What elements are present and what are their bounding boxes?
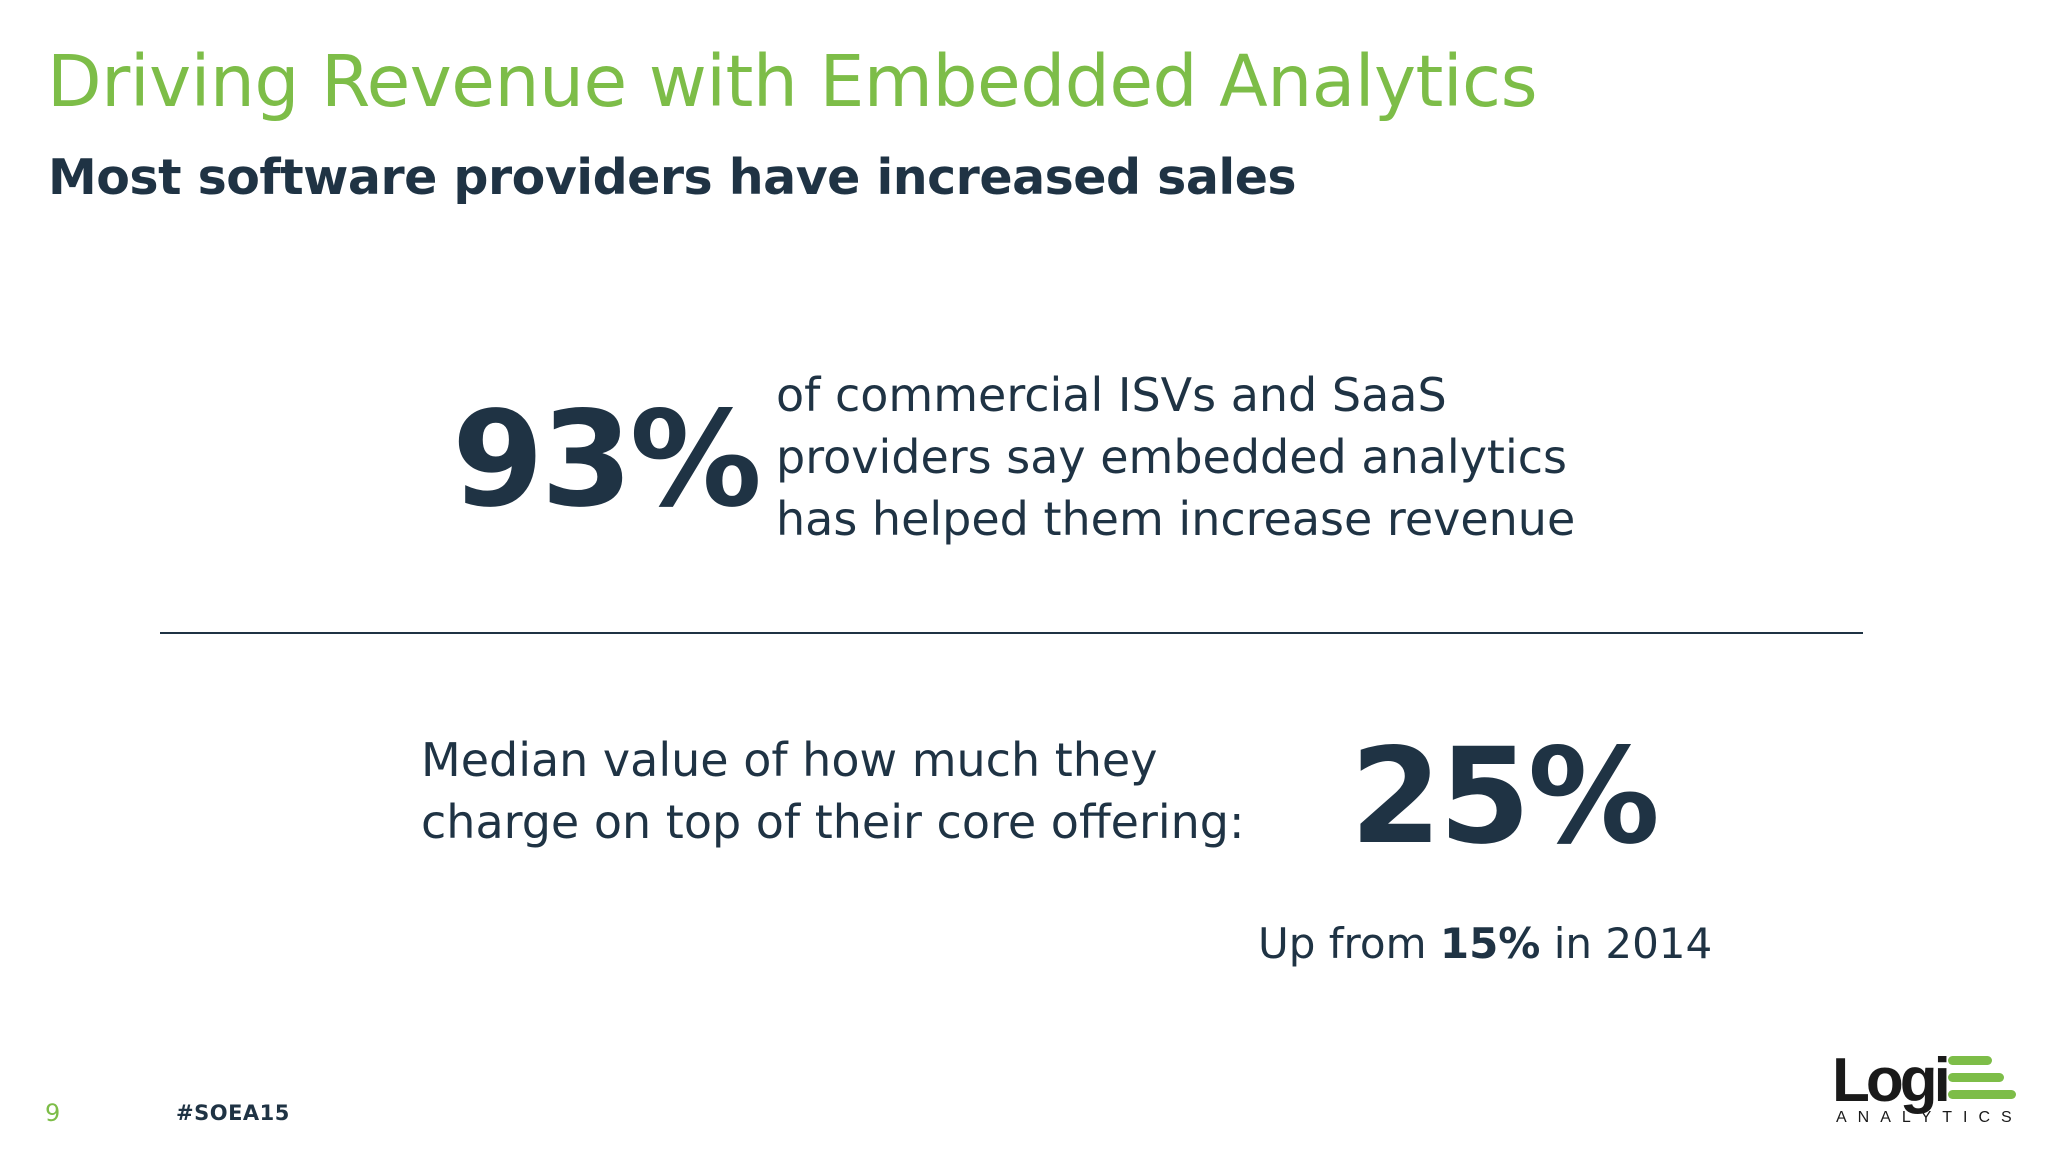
logi-analytics-logo: Logi ANALYTICS <box>1832 1048 2022 1128</box>
slide-title: Driving Revenue with Embedded Analytics <box>47 40 1538 123</box>
logo-wordmark: Logi <box>1832 1046 1951 1115</box>
slide-subtitle: Most software providers have increased s… <box>48 149 1297 206</box>
hashtag: #SOEA15 <box>176 1101 290 1125</box>
stat-one-line: providers say embedded analytics <box>776 430 1567 484</box>
stat-one-description: of commercial ISVs and SaaS providers sa… <box>776 364 1676 550</box>
stat-one-value: 93% <box>452 383 762 537</box>
stat-two-value: 25% <box>1350 720 1660 874</box>
page-number: 9 <box>45 1099 61 1127</box>
stat-one-line: of commercial ISVs and SaaS <box>776 368 1447 422</box>
logo-subtitle: ANALYTICS <box>1836 1109 2023 1126</box>
stat-two-note-suffix: in 2014 <box>1540 919 1713 968</box>
stat-two-note-prefix: Up from <box>1258 919 1440 968</box>
stat-two-note: Up from 15% in 2014 <box>1258 916 1712 972</box>
stat-two-line: charge on top of their core offering: <box>421 795 1245 849</box>
stat-one-line: has helped them increase revenue <box>776 492 1576 546</box>
section-divider <box>160 632 1863 634</box>
stat-two-description: Median value of how much they charge on … <box>421 729 1301 853</box>
logi-bars-icon <box>1948 1056 2016 1099</box>
stat-two-note-bold: 15% <box>1439 919 1541 968</box>
stat-two-line: Median value of how much they <box>421 733 1158 787</box>
